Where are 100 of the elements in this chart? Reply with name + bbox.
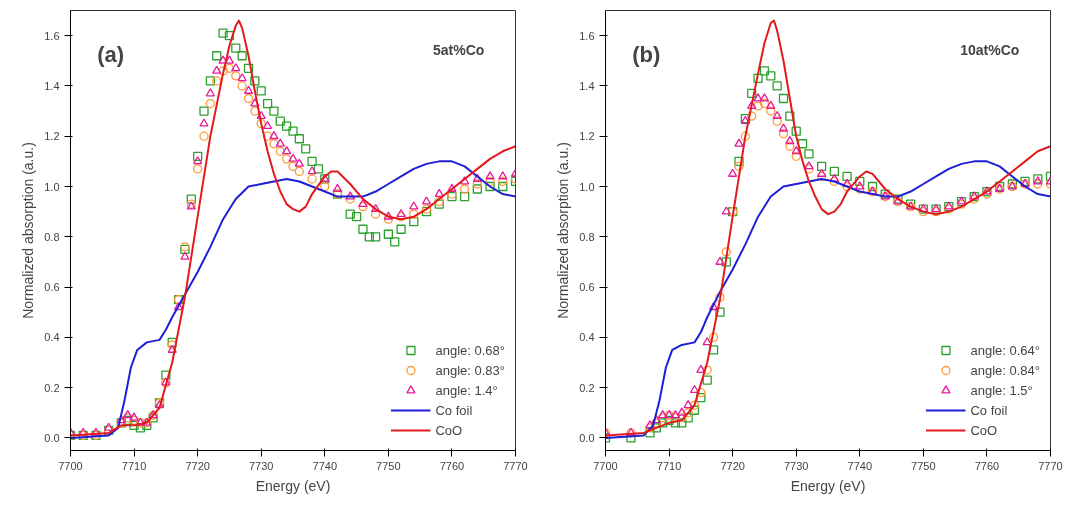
point xyxy=(804,149,814,159)
annotation: 5at%Co xyxy=(433,42,485,59)
point xyxy=(390,237,400,247)
point xyxy=(275,116,285,126)
point xyxy=(816,161,827,172)
point xyxy=(485,181,495,192)
point xyxy=(715,292,725,302)
point xyxy=(498,171,508,180)
point xyxy=(116,415,127,424)
legend-label: CoO xyxy=(435,422,463,438)
point xyxy=(224,30,235,41)
point xyxy=(498,181,508,192)
point xyxy=(218,28,228,38)
x-tick-label: 7710 xyxy=(656,459,682,472)
point xyxy=(199,106,209,116)
point xyxy=(791,146,801,155)
point xyxy=(237,81,247,91)
legend-label: CoO xyxy=(970,422,998,438)
point xyxy=(766,71,776,81)
y-tick-label: 1.0 xyxy=(579,180,595,193)
x-tick-label: 7720 xyxy=(720,459,745,472)
point xyxy=(313,164,324,174)
annotation: (a) xyxy=(97,42,125,67)
point xyxy=(370,232,381,242)
point xyxy=(129,415,139,425)
point xyxy=(708,345,719,355)
point xyxy=(281,154,292,164)
annotation: 10at%Co xyxy=(960,42,1020,59)
point xyxy=(409,217,419,227)
point xyxy=(696,388,706,398)
point xyxy=(747,100,757,109)
y-tick-label: 0.0 xyxy=(579,431,595,444)
point xyxy=(785,111,795,121)
point xyxy=(307,166,317,175)
point xyxy=(498,176,508,187)
point xyxy=(459,184,470,194)
legend-label: Co foil xyxy=(970,402,1008,418)
point xyxy=(867,181,878,192)
point xyxy=(332,183,343,192)
point xyxy=(383,211,394,220)
point xyxy=(766,100,776,109)
line-series xyxy=(70,160,516,439)
point xyxy=(702,375,712,385)
point xyxy=(651,415,662,424)
x-axis-title: Energy (eV) xyxy=(255,477,331,494)
point xyxy=(683,408,693,418)
x-tick-label: 7740 xyxy=(847,459,873,472)
point xyxy=(250,98,260,107)
point xyxy=(212,51,222,61)
y-tick-label: 0.6 xyxy=(579,281,595,294)
point xyxy=(370,203,381,213)
legend-label: angle: 0.83° xyxy=(435,362,505,378)
point xyxy=(199,131,209,141)
point xyxy=(434,188,444,197)
point xyxy=(205,76,216,86)
y-tick-label: 1.2 xyxy=(579,130,595,143)
point xyxy=(345,209,355,219)
point xyxy=(721,257,731,267)
point xyxy=(358,198,368,208)
x-tick-label: 7770 xyxy=(503,459,528,472)
point xyxy=(670,418,681,428)
point xyxy=(129,412,139,421)
point xyxy=(670,410,681,419)
y-tick-label: 1.2 xyxy=(44,130,60,143)
point xyxy=(288,161,298,172)
x-tick-label: 7710 xyxy=(121,459,147,472)
point xyxy=(708,301,719,311)
point xyxy=(288,126,298,136)
point xyxy=(256,86,266,96)
x-tick-label: 7760 xyxy=(974,459,1000,472)
point xyxy=(281,121,292,131)
point xyxy=(294,166,305,177)
x-tick-label: 7720 xyxy=(185,459,210,472)
point xyxy=(472,184,483,194)
point xyxy=(231,71,241,81)
point xyxy=(447,183,457,192)
point xyxy=(797,139,808,149)
point xyxy=(269,130,279,140)
point xyxy=(192,164,203,174)
point xyxy=(791,126,801,136)
y-tick-label: 1.4 xyxy=(44,79,60,92)
x-tick-label: 7740 xyxy=(312,459,338,472)
point xyxy=(269,139,279,149)
point xyxy=(345,191,355,200)
point xyxy=(734,156,744,167)
point xyxy=(262,98,273,109)
point xyxy=(645,423,655,433)
point xyxy=(123,410,133,419)
legend-label: angle: 0.84° xyxy=(970,362,1040,378)
point xyxy=(459,191,470,202)
point xyxy=(472,173,483,182)
x-tick-label: 7700 xyxy=(593,459,618,472)
point xyxy=(383,214,394,224)
point xyxy=(816,168,827,177)
point xyxy=(281,146,292,155)
x-tick-label: 7750 xyxy=(911,459,936,472)
y-tick-label: 0.8 xyxy=(44,230,60,243)
point xyxy=(243,85,254,94)
point xyxy=(855,184,865,194)
point xyxy=(677,407,687,416)
